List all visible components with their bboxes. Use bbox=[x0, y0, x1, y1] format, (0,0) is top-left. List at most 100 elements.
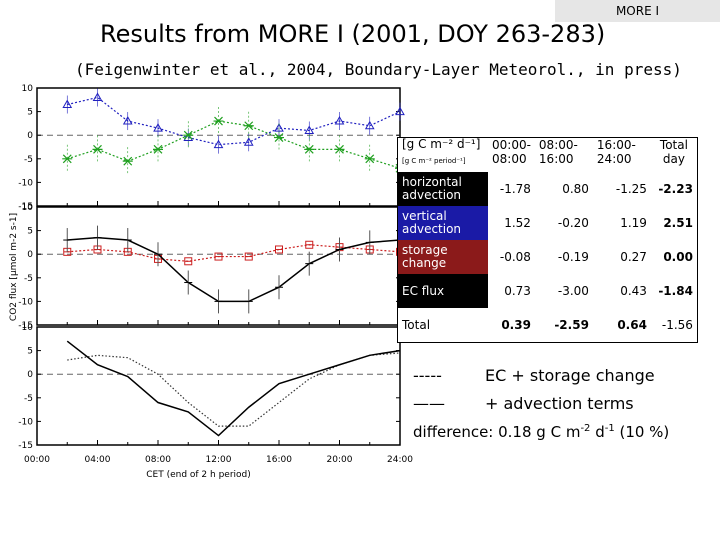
series-line bbox=[67, 352, 401, 427]
corner-tag: MORE I bbox=[555, 0, 720, 22]
y-tick-label: 0 bbox=[27, 131, 33, 141]
table-row: horizontal advection -1.78 0.80 -1.25 -2… bbox=[397, 172, 698, 206]
table-row: storage change -0.08 -0.19 0.27 0.00 bbox=[397, 240, 698, 274]
y-tick-label: -10 bbox=[18, 417, 33, 427]
data-point bbox=[274, 133, 284, 142]
subtitle: (Feigenwinter et al., 2004, Boundary-Lay… bbox=[75, 60, 682, 79]
panel-frame bbox=[36, 326, 401, 446]
difference-mid: d bbox=[590, 423, 605, 441]
page-title: Results from MORE I (2001, DOY 263-283) bbox=[100, 20, 606, 48]
y-tick-label: -5 bbox=[24, 274, 33, 284]
y-tick-label: -15 bbox=[18, 441, 33, 451]
data-point bbox=[122, 156, 133, 166]
x-tick-label: 20:00 bbox=[327, 455, 353, 465]
y-tick-label: 10 bbox=[22, 84, 34, 94]
data-point bbox=[304, 125, 315, 134]
y-axis-label: CO2 flux [µmol m-2 s-1] bbox=[9, 213, 19, 321]
difference-exp2: -1 bbox=[604, 423, 615, 434]
table-row: Total 0.39 -2.59 0.64 -1.56 bbox=[398, 308, 698, 343]
unit-label: [g C m⁻² d⁻¹] bbox=[402, 137, 481, 151]
x-tick-label: 12:00 bbox=[206, 455, 232, 465]
y-tick-label: 5 bbox=[27, 227, 33, 237]
table-cell: -0.20 bbox=[557, 216, 589, 230]
data-point bbox=[334, 144, 345, 154]
table-cell: 1.19 bbox=[620, 216, 647, 230]
col-header: 00:00-08:00 bbox=[492, 138, 531, 166]
row-label: EC flux bbox=[397, 274, 488, 308]
series-line bbox=[67, 236, 401, 303]
row-label: Total bbox=[402, 317, 431, 332]
table-cell: -3.00 bbox=[557, 284, 589, 298]
table-cell: 0.00 bbox=[663, 250, 693, 264]
data-point bbox=[92, 92, 103, 101]
x-tick-label: 08:00 bbox=[145, 455, 171, 465]
data-point bbox=[62, 99, 73, 109]
table-cell: 0.27 bbox=[620, 250, 647, 264]
data-point bbox=[62, 154, 73, 164]
data-point bbox=[153, 123, 163, 132]
row-label: horizontal advection bbox=[397, 172, 488, 206]
col-header: Total day bbox=[659, 138, 688, 166]
table-cell: 0.73 bbox=[504, 284, 531, 298]
legend-solid-symbol: —— bbox=[413, 394, 445, 413]
data-point bbox=[334, 116, 345, 125]
data-point bbox=[213, 116, 224, 126]
table-cell: 0.80 bbox=[562, 182, 589, 196]
y-tick-label: 0 bbox=[27, 370, 33, 380]
table-cell: -1.25 bbox=[615, 182, 647, 196]
data-point bbox=[395, 106, 405, 116]
y-tick-label: -15 bbox=[18, 321, 33, 331]
co2-flux-chart: 1050-5-10-151050-5-10-151050-5-10-1500:0… bbox=[9, 84, 413, 480]
series-line bbox=[66, 340, 401, 437]
y-tick-label: 10 bbox=[22, 203, 34, 213]
legend-solid-label: + advection terms bbox=[485, 394, 634, 413]
x-tick-label: 00:00 bbox=[24, 455, 50, 465]
series-line bbox=[67, 120, 401, 169]
y-tick-label: 5 bbox=[27, 108, 33, 118]
table-cell: -2.59 bbox=[554, 318, 589, 332]
data-point bbox=[243, 137, 254, 146]
table-cell: 0.64 bbox=[617, 318, 647, 332]
y-tick-label: 10 bbox=[22, 323, 34, 333]
data-point bbox=[304, 144, 315, 154]
y-tick-label: -5 bbox=[24, 394, 33, 404]
row-label: storage change bbox=[397, 240, 488, 274]
table-cell: 2.51 bbox=[663, 216, 693, 230]
series-line bbox=[67, 96, 401, 146]
data-point bbox=[183, 130, 194, 140]
x-tick-label: 16:00 bbox=[266, 455, 292, 465]
x-tick-label: 24:00 bbox=[387, 455, 413, 465]
legend-dotted-label: EC + storage change bbox=[485, 366, 655, 385]
difference-prefix: difference: 0.18 g C m bbox=[413, 423, 581, 441]
table-cell: -1.56 bbox=[661, 318, 693, 332]
data-point bbox=[243, 121, 254, 131]
data-point bbox=[364, 120, 375, 130]
col-header: 16:00-24:00 bbox=[596, 138, 636, 166]
table-cell: -0.08 bbox=[499, 250, 531, 264]
table-row: vertical advection 1.52 -0.20 1.19 2.51 bbox=[397, 206, 698, 240]
table-header-row: [g C m⁻² d⁻¹] [g C m⁻² period⁻¹] 00:00-0… bbox=[398, 138, 698, 173]
data-point bbox=[274, 123, 284, 132]
data-point bbox=[153, 144, 163, 154]
series-line bbox=[67, 244, 401, 262]
table-cell: 0.43 bbox=[620, 284, 647, 298]
table-cell: 1.52 bbox=[504, 216, 531, 230]
flux-table: [g C m⁻² d⁻¹] [g C m⁻² period⁻¹] 00:00-0… bbox=[397, 137, 698, 343]
difference-note: difference: 0.18 g C m-2 d-1 (10 %) bbox=[413, 423, 669, 441]
table-cell: -0.19 bbox=[557, 250, 589, 264]
x-tick-label: 04:00 bbox=[85, 455, 111, 465]
y-tick-label: -10 bbox=[18, 297, 33, 307]
table-row: EC flux 0.73 -3.00 0.43 -1.84 bbox=[397, 274, 698, 308]
data-point bbox=[92, 144, 103, 154]
data-point bbox=[364, 154, 375, 164]
y-tick-label: 5 bbox=[27, 347, 33, 357]
table-cell: -1.78 bbox=[499, 182, 531, 196]
table-cell: -2.23 bbox=[658, 182, 693, 196]
table-cell: 0.39 bbox=[501, 318, 531, 332]
data-point bbox=[122, 116, 133, 125]
difference-exp1: -2 bbox=[580, 423, 591, 434]
y-tick-label: 0 bbox=[27, 250, 33, 260]
unit-cell: [g C m⁻² d⁻¹] [g C m⁻² period⁻¹] bbox=[398, 138, 489, 173]
data-point bbox=[213, 139, 224, 149]
y-tick-label: -5 bbox=[24, 155, 33, 165]
